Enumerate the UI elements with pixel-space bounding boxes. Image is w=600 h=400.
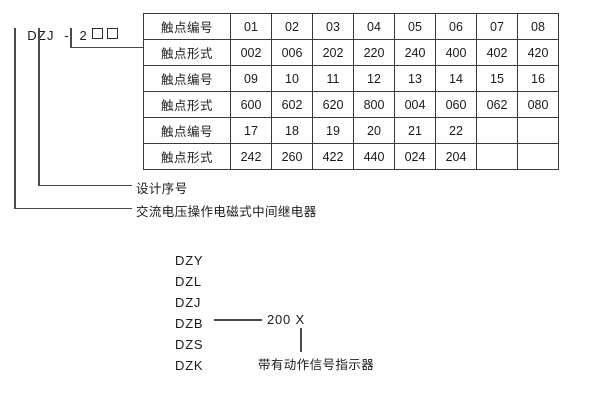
row-label: 触点编号 bbox=[143, 65, 231, 92]
table-row: 触点形式 002 006 202 220 240 400 402 420 bbox=[143, 39, 559, 66]
callout-design-serial: 设计序号 bbox=[136, 182, 188, 196]
table-row: 触点编号 09 10 11 12 13 14 15 16 bbox=[143, 65, 559, 92]
table-cell: 11 bbox=[312, 65, 354, 92]
leader-line-1-vertical bbox=[14, 28, 16, 209]
leader-line-3-horizontal bbox=[70, 46, 143, 48]
table-cell-empty bbox=[517, 117, 559, 144]
table-cell: 14 bbox=[435, 65, 477, 92]
table-cell: 09 bbox=[230, 65, 272, 92]
table-cell: 08 bbox=[517, 13, 559, 40]
table-cell: 062 bbox=[476, 91, 518, 118]
table-cell: 01 bbox=[230, 13, 272, 40]
table-cell: 800 bbox=[353, 91, 395, 118]
table-cell: 202 bbox=[312, 39, 354, 66]
row-label: 触点编号 bbox=[143, 117, 231, 144]
list-item: DZS bbox=[175, 337, 204, 352]
leader-line-1-horizontal bbox=[14, 207, 132, 209]
table-cell: 006 bbox=[271, 39, 313, 66]
table-cell: 602 bbox=[271, 91, 313, 118]
table-cell: 002 bbox=[230, 39, 272, 66]
row-label: 触点形式 bbox=[143, 39, 231, 66]
table-cell: 02 bbox=[271, 13, 313, 40]
table-cell: 024 bbox=[394, 143, 436, 170]
list-item: DZJ bbox=[175, 295, 202, 310]
list-item: DZB bbox=[175, 316, 204, 331]
table-row: 触点编号 01 02 03 04 05 06 07 08 bbox=[143, 13, 559, 40]
table-cell: 440 bbox=[353, 143, 395, 170]
model-code: DZJ - 2 bbox=[8, 13, 118, 58]
table-cell: 204 bbox=[435, 143, 477, 170]
table-cell: 05 bbox=[394, 13, 436, 40]
table-cell: 22 bbox=[435, 117, 477, 144]
table-cell: 21 bbox=[394, 117, 436, 144]
spec-box-2 bbox=[106, 28, 118, 39]
table-row: 触点形式 242 260 422 440 024 204 bbox=[143, 143, 559, 170]
table-cell: 220 bbox=[353, 39, 395, 66]
table-cell: 16 bbox=[517, 65, 559, 92]
table-cell: 004 bbox=[394, 91, 436, 118]
table-cell: 600 bbox=[230, 91, 272, 118]
list-item: DZY bbox=[175, 253, 204, 268]
row-label: 触点形式 bbox=[143, 91, 231, 118]
table-cell-empty bbox=[476, 117, 518, 144]
leader-line-3-vertical bbox=[70, 28, 72, 48]
table-cell: 420 bbox=[517, 39, 559, 66]
list-item: DZL bbox=[175, 274, 202, 289]
table-cell: 17 bbox=[230, 117, 272, 144]
table-row: 触点编号 17 18 19 20 21 22 bbox=[143, 117, 559, 144]
table-cell: 13 bbox=[394, 65, 436, 92]
series-list: DZY DZL DZJ DZB DZS DZK bbox=[175, 250, 203, 376]
list-item: DZK bbox=[175, 358, 204, 373]
model-code-text: DZJ - 2 bbox=[27, 28, 88, 43]
table-cell: 12 bbox=[353, 65, 395, 92]
row-label: 触点形式 bbox=[143, 143, 231, 170]
table-cell: 20 bbox=[353, 117, 395, 144]
table-cell: 03 bbox=[312, 13, 354, 40]
table-cell: 07 bbox=[476, 13, 518, 40]
table-cell: 060 bbox=[435, 91, 477, 118]
table-cell: 422 bbox=[312, 143, 354, 170]
leader-line-2-horizontal bbox=[38, 184, 132, 186]
table-cell: 06 bbox=[435, 13, 477, 40]
table-cell: 080 bbox=[517, 91, 559, 118]
series-connector-line bbox=[214, 319, 262, 321]
table-cell-empty bbox=[476, 143, 518, 170]
table-cell: 15 bbox=[476, 65, 518, 92]
table-cell: 18 bbox=[271, 117, 313, 144]
table-cell: 240 bbox=[394, 39, 436, 66]
table-cell: 402 bbox=[476, 39, 518, 66]
table-cell: 10 bbox=[271, 65, 313, 92]
table-cell: 04 bbox=[353, 13, 395, 40]
table-cell: 620 bbox=[312, 91, 354, 118]
callout-relay-description: 交流电压操作电磁式中间继电器 bbox=[136, 205, 317, 219]
suffix-note-leader bbox=[300, 328, 302, 352]
row-label: 触点编号 bbox=[143, 13, 231, 40]
table-cell: 19 bbox=[312, 117, 354, 144]
contact-spec-table: 触点编号 01 02 03 04 05 06 07 08 触点形式 002 00… bbox=[143, 13, 559, 170]
spec-box-1 bbox=[91, 28, 103, 39]
table-cell-empty bbox=[517, 143, 559, 170]
series-suffix-code: 200 X bbox=[267, 312, 305, 327]
table-cell: 242 bbox=[230, 143, 272, 170]
table-row: 触点形式 600 602 620 800 004 060 062 080 bbox=[143, 91, 559, 118]
leader-line-2-vertical bbox=[38, 28, 40, 186]
table-cell: 400 bbox=[435, 39, 477, 66]
table-cell: 260 bbox=[271, 143, 313, 170]
suffix-note-label: 带有动作信号指示器 bbox=[258, 358, 375, 372]
table-body: 触点编号 01 02 03 04 05 06 07 08 触点形式 002 00… bbox=[143, 13, 559, 170]
